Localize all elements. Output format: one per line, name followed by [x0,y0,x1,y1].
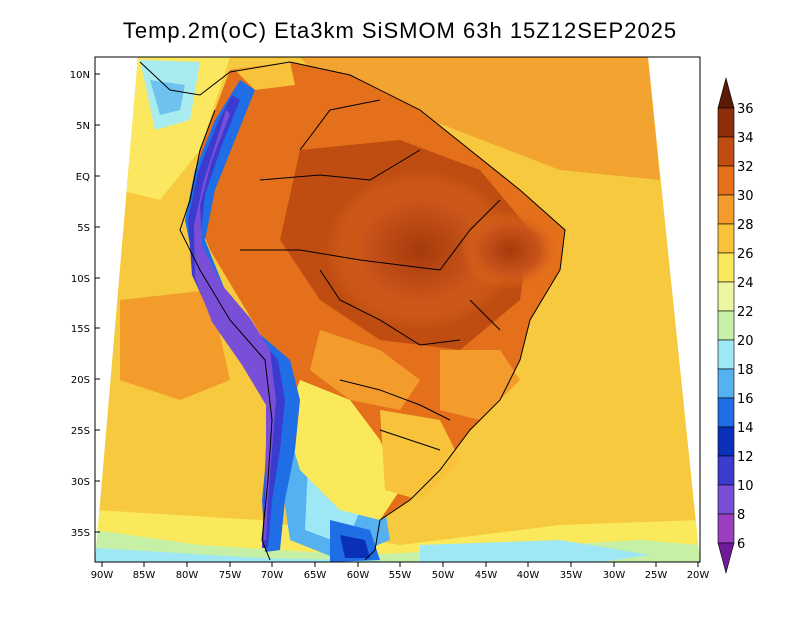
lon-label: 55W [389,570,412,581]
lat-label: 25S [71,426,90,437]
lat-tick: 35S [71,528,100,539]
colorbar-label: 26 [737,247,754,262]
colorbar-segment [717,455,735,486]
colorbar-segment [717,397,735,428]
lon-label: 45W [475,570,498,581]
lat-tick: 25S [71,426,100,437]
colorbar-segment [717,223,735,254]
lon-tick: 40W [517,562,540,581]
colorbar-label: 30 [737,189,754,204]
map-title: Temp.2m(oC) Eta3km SiSMOM 63h 15Z12SEP20… [122,18,678,43]
lat-label: 15S [71,324,90,335]
lon-label: 65W [304,570,327,581]
lon-tick: 70W [261,562,284,581]
colorbar-label: 12 [737,450,754,465]
colorbar-label: 14 [737,421,754,436]
colorbar-label: 28 [737,218,754,233]
lat-label: 35S [71,528,90,539]
colorbar: 36 34 32 30 28 26 24 22 20 18 16 14 12 10 8 6 [717,76,754,575]
lat-label: 5S [77,223,90,234]
lon-label: 90W [91,570,114,581]
colorbar-top-cap [717,76,735,109]
lon-label: 20W [687,570,710,581]
colorbar-segment [717,281,735,312]
lat-tick: 30S [71,477,100,488]
colorbar-label: 18 [737,363,754,378]
colorbar-label: 36 [737,102,754,117]
colorbar-segment [717,368,735,399]
latitude-axis: 10N 5N EQ 5S 10S 15S 20S 25S 30S 35S [70,70,100,539]
lon-tick: 35W [560,562,583,581]
lat-label: EQ [76,172,90,183]
country-borders [139,61,566,561]
colorbar-label: 24 [737,276,754,291]
colorbar-label: 10 [737,479,754,494]
lon-label: 80W [176,570,199,581]
lon-tick: 60W [347,562,370,581]
lat-label: 5N [76,121,90,132]
colorbar-label: 22 [737,305,754,320]
lat-tick: 5N [76,121,100,132]
lon-tick: 50W [432,562,455,581]
lon-tick: 65W [304,562,327,581]
lon-label: 25W [645,570,668,581]
lon-label: 35W [560,570,583,581]
map-frame [94,56,701,563]
colorbar-label: 34 [737,131,754,146]
lon-label: 70W [261,570,284,581]
longitude-axis: 90W 85W 80W 75W 70W 65W 60W 55W 50W 45W … [91,562,710,581]
colorbar-segment [717,165,735,196]
lon-label: 50W [432,570,455,581]
colorbar-segment [717,484,735,515]
lat-tick: 15S [71,324,100,335]
lon-tick: 45W [475,562,498,581]
colorbar-segment [717,107,735,138]
lon-tick: 90W [91,562,114,581]
lat-label: 10N [70,70,90,81]
colorbar-segment [717,252,735,283]
temperature-field [95,57,700,562]
colorbar-segment [717,194,735,225]
lat-tick: 20S [71,375,100,386]
lon-label: 60W [347,570,370,581]
lat-label: 10S [71,274,90,285]
lon-label: 40W [517,570,540,581]
lat-tick: EQ [76,172,100,183]
colorbar-segment [717,513,735,544]
colorbar-label: 8 [737,508,745,523]
colorbar-label: 16 [737,392,754,407]
lon-tick: 25W [645,562,668,581]
colorbar-segment [717,426,735,457]
colorbar-label: 6 [737,537,745,552]
lon-tick: 30W [603,562,626,581]
lat-tick: 10S [71,274,100,285]
lon-label: 30W [603,570,626,581]
colorbar-segment [717,339,735,370]
lon-tick: 55W [389,562,412,581]
colorbar-bottom-cap [717,542,735,575]
colorbar-segment [717,310,735,341]
lon-tick: 20W [687,562,710,581]
lon-label: 85W [133,570,156,581]
lon-label: 75W [219,570,242,581]
colorbar-segment [717,136,735,167]
colorbar-label: 32 [737,160,754,175]
colorbar-label: 20 [737,334,754,349]
lon-tick: 85W [133,562,156,581]
lat-tick: 5S [77,223,100,234]
lat-label: 20S [71,375,90,386]
lon-tick: 80W [176,562,199,581]
lon-tick: 75W [219,562,242,581]
lat-tick: 10N [70,70,100,81]
lat-label: 30S [71,477,90,488]
